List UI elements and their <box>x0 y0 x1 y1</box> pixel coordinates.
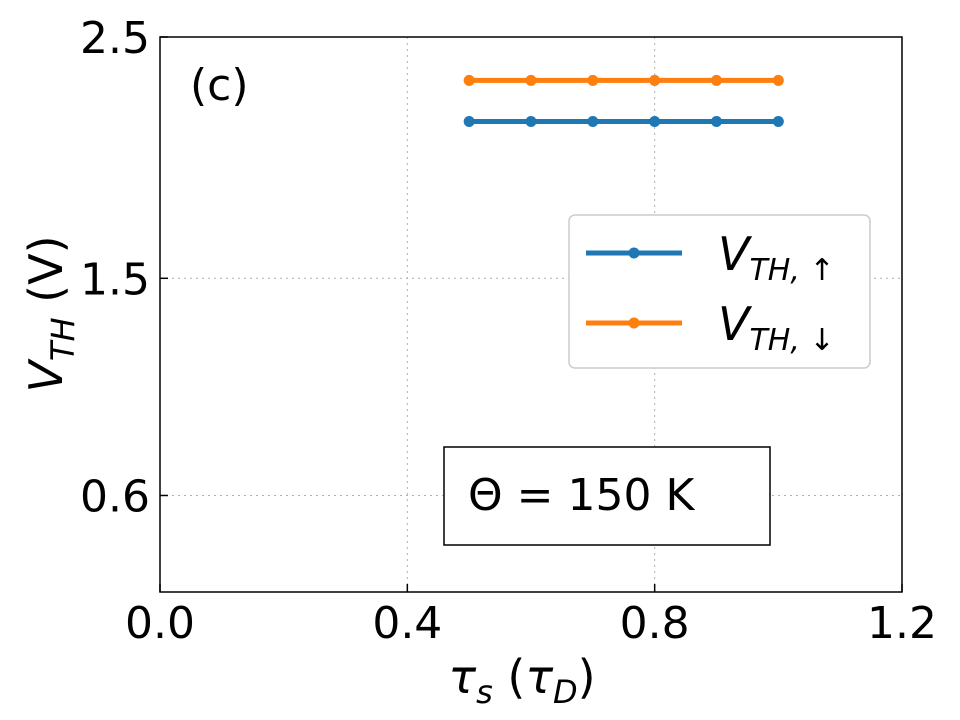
y-axis-label-sub: TH <box>44 317 82 361</box>
x-axis-label-main: τ <box>448 650 476 704</box>
legend-label-up: VTH, ↑ <box>718 227 835 288</box>
y-tick-label: 1.5 <box>80 254 150 305</box>
series-point-1 <box>711 74 722 86</box>
series-layer <box>463 74 784 127</box>
x-axis-label-paren-sub: D <box>553 673 578 711</box>
y-tick-label: 2.5 <box>80 13 150 64</box>
series-point-0 <box>463 115 475 127</box>
svg-text:VTH (V): VTH (V) <box>19 235 82 392</box>
annotation-text: Θ = 150 K <box>468 470 695 521</box>
series-point-1 <box>587 74 599 86</box>
x-tick-label: 0.4 <box>372 598 442 649</box>
legend-marker-down <box>628 317 640 329</box>
series-point-1 <box>463 74 475 86</box>
legend-label-down: VTH, ↓ <box>718 297 835 358</box>
x-axis-label-sub: s <box>476 673 493 711</box>
x-tick-label: 1.2 <box>867 598 937 649</box>
y-axis-label-main: V <box>19 358 73 393</box>
x-axis-label-paren-main: τ <box>525 650 553 704</box>
panel-label: (c) <box>190 60 249 111</box>
x-axis-label: τs (τD) <box>448 650 595 711</box>
annotation-box <box>443 446 771 546</box>
series-point-0 <box>772 115 784 127</box>
legend: VTH, ↑ VTH, ↓ <box>568 214 871 369</box>
y-axis-label-unit: (V) <box>19 235 73 302</box>
annotation: Θ = 150 K <box>443 446 771 546</box>
x-tick-label: 0.0 <box>125 598 195 649</box>
x-tick-label: 0.8 <box>620 598 690 649</box>
series-point-1 <box>525 74 537 86</box>
series-point-0 <box>587 115 599 127</box>
y-axis-label: VTH (V) <box>19 235 82 392</box>
series-point-1 <box>772 74 784 86</box>
series-point-1 <box>649 74 661 86</box>
series-point-0 <box>525 115 537 127</box>
legend-marker-up <box>628 247 640 259</box>
ticks: 0.0 0.4 0.8 1.2 0.6 1.5 2.5 <box>80 13 937 649</box>
y-tick-label: 0.6 <box>80 471 150 522</box>
series-point-0 <box>649 115 661 127</box>
plot-frame <box>159 36 903 593</box>
series-point-0 <box>711 115 722 127</box>
